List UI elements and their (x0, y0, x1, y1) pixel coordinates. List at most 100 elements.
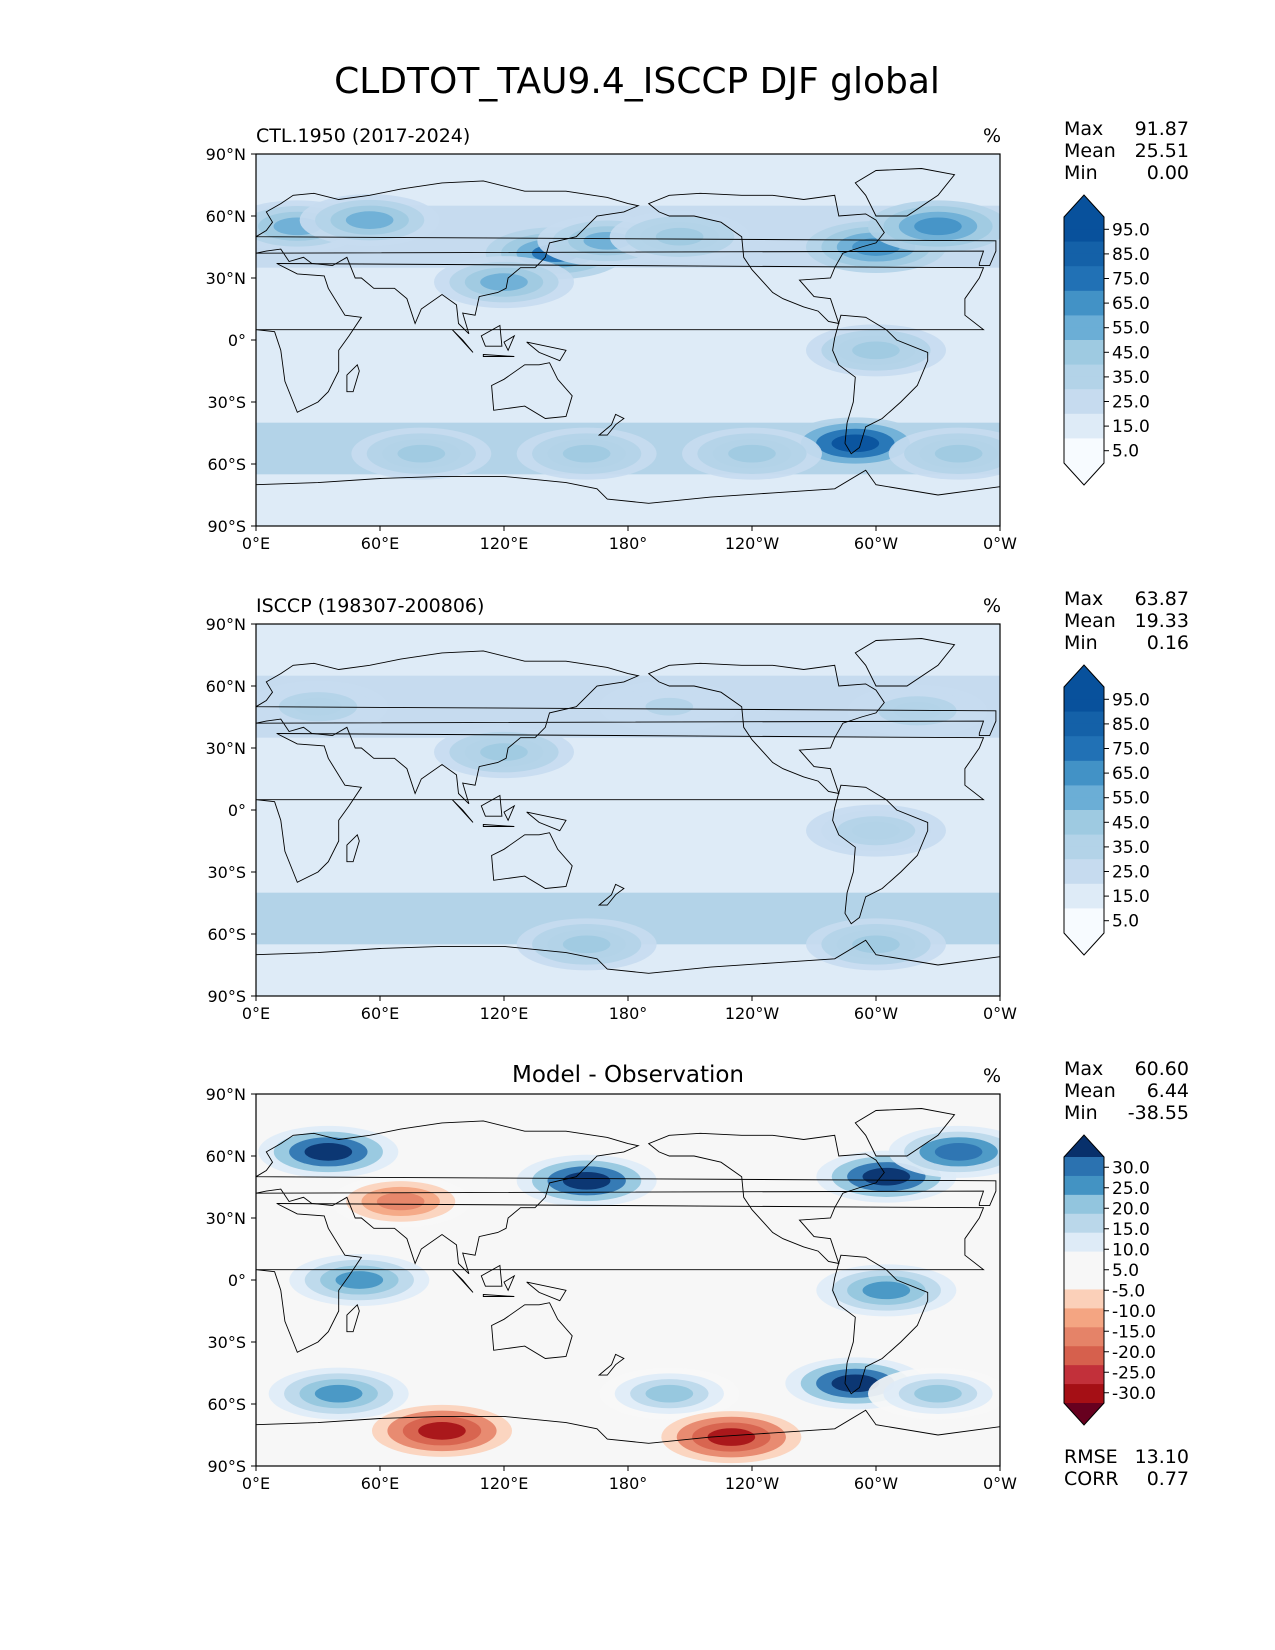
colorbar-segment (1064, 1175, 1104, 1196)
colorbar-segment (1064, 1308, 1104, 1328)
stat-value: 13.10 (1135, 1446, 1189, 1468)
map-area (256, 1094, 1000, 1466)
coastline (451, 799, 474, 823)
colorbar-tick-label: -10.0 (1112, 1302, 1156, 1322)
stats-block: Max 91.87 Mean 25.51 Min 0.00 (1064, 118, 1189, 184)
x-tick-label: 180° (609, 1004, 648, 1023)
colorbar-segment (1064, 699, 1104, 713)
contour-blob (862, 1167, 911, 1186)
y-tick-label: 0° (228, 1271, 246, 1290)
coastline (597, 1353, 625, 1376)
colorbar-segment (1064, 785, 1104, 799)
colorbar-segment (1064, 413, 1104, 427)
contour-blob (304, 1143, 353, 1161)
colorbar-segment (1064, 426, 1104, 439)
x-tick-label: 120°W (725, 1004, 780, 1023)
coastline (832, 314, 929, 455)
field-layer (256, 624, 1000, 996)
coastline (346, 363, 360, 393)
stat-label: Mean (1064, 140, 1116, 162)
coastline (597, 413, 625, 436)
colorbar-tick-label: 25.0 (1112, 393, 1150, 413)
coastline (482, 1294, 515, 1297)
stat-label: Max (1064, 1058, 1103, 1080)
colorbar-extend-min (1064, 933, 1104, 955)
panel-left-title: ISCCP (198307-200806) (256, 595, 484, 617)
colorbar-segment (1064, 822, 1104, 836)
stat-label: CORR (1064, 1468, 1119, 1490)
y-tick-label: 60°N (206, 677, 246, 696)
colorbar-segment (1064, 340, 1104, 353)
colorbar-tick-label: 85.0 (1112, 245, 1150, 265)
y-tick-label: 90°N (206, 615, 246, 634)
contour-blob (314, 1384, 363, 1403)
colorbar-tick-label: 45.0 (1112, 813, 1150, 833)
y-tick-label: 0° (228, 801, 246, 820)
panel-units: % (983, 595, 1001, 617)
coastline (480, 324, 503, 347)
colorbar-outline (1063, 194, 1105, 486)
coastline (526, 341, 567, 362)
contour-blob (645, 697, 694, 716)
map-axes: 0°E 60°E 120°E 180° 120°W 60°W 0°W 90°N 60°N 30°N… (206, 1085, 1018, 1493)
contour-blob (914, 217, 962, 236)
stat-value: 25.51 (1135, 140, 1189, 162)
panel-units: % (983, 125, 1001, 147)
x-tick-label: 0°E (242, 1004, 270, 1023)
y-tick-label: 0° (228, 331, 246, 350)
x-tick-label: 0°W (983, 1004, 1017, 1023)
colorbar-outline (1063, 1134, 1105, 1426)
coastline (832, 784, 929, 925)
stat-value: 63.87 (1135, 588, 1189, 610)
colorbar-segment (1064, 736, 1104, 749)
colorbar-tick-label: -5.0 (1112, 1281, 1145, 1301)
colorbar-segment (1064, 253, 1104, 267)
contour-blob (645, 1384, 694, 1403)
colorbar-segment (1064, 278, 1104, 292)
panel-units: % (983, 1065, 1001, 1087)
colorbar-segment (1064, 376, 1104, 390)
x-tick-label: 60°E (361, 1474, 399, 1493)
y-tick-label: 30°S (207, 863, 246, 882)
colorbar-tick-label: -30.0 (1112, 1384, 1156, 1404)
colorbar-extend-min (1064, 1403, 1104, 1425)
colorbar: 95.0 85.0 75.0 65.0 55.0 45.0 35.0 25.0 15.0 5.0 (1063, 664, 1150, 956)
figure-title: CLDTOT_TAU9.4_ISCCP DJF global (334, 61, 940, 102)
panel-test: CTL.1950 (2017-2024) % Max 91.87 Mean 25… (206, 118, 1189, 553)
coastline (482, 824, 515, 827)
coastline (526, 1281, 567, 1302)
panel-center-title: Model - Observation (512, 1062, 744, 1088)
contour-blob (831, 1374, 880, 1393)
y-tick-label: 30°S (207, 393, 246, 412)
colorbar-tick-label: 25.0 (1112, 1179, 1150, 1199)
stat-label: RMSE (1064, 1446, 1118, 1468)
x-tick-label: 120°E (480, 1474, 529, 1493)
x-tick-label: 120°W (725, 534, 780, 553)
colorbar-segment (1064, 896, 1104, 909)
colorbar-segment (1064, 266, 1104, 279)
contour-blob (480, 273, 528, 291)
colorbar-segment (1064, 290, 1104, 304)
colorbar-segment (1064, 810, 1104, 823)
stat-value: 60.60 (1135, 1058, 1189, 1080)
coastline (647, 662, 885, 795)
colorbar-segment (1064, 871, 1104, 885)
stat-label: Max (1064, 588, 1103, 610)
coastline (346, 1303, 360, 1333)
stat-value: 0.77 (1147, 1468, 1189, 1490)
contour-blob (852, 341, 900, 360)
coastline (647, 1132, 885, 1265)
y-tick-label: 90°N (206, 145, 246, 164)
x-tick-label: 60°W (854, 1004, 898, 1023)
panel-left-title: CTL.1950 (2017-2024) (256, 125, 470, 147)
contour-blob (934, 444, 983, 463)
coastline (256, 650, 997, 805)
colorbar-tick-label: 15.0 (1112, 417, 1150, 437)
colorbar-segment (1064, 1213, 1104, 1234)
coastline (526, 811, 567, 832)
x-tick-label: 60°W (854, 534, 898, 553)
y-tick-label: 30°N (206, 269, 246, 288)
contour-blob (562, 1171, 611, 1190)
x-tick-label: 60°W (854, 1474, 898, 1493)
coastline (346, 833, 360, 863)
